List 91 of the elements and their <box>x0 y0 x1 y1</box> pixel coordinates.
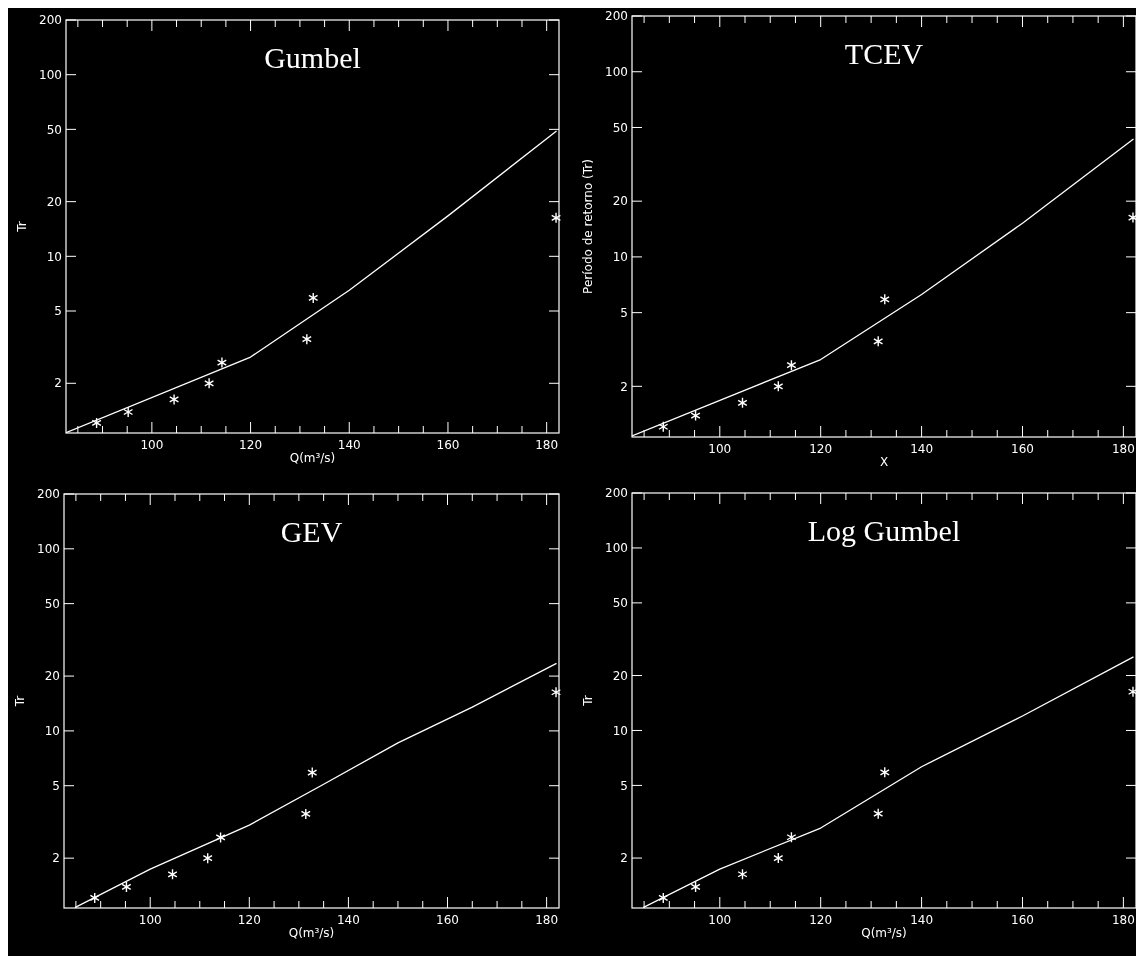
x-tick-label: 100 <box>140 438 164 452</box>
y-tick-label: 50 <box>46 122 62 137</box>
y-tick-label: 10 <box>612 723 628 738</box>
y-tick-label: 2 <box>52 851 60 866</box>
point <box>1127 686 1136 698</box>
x-tick-label: 140 <box>910 913 934 927</box>
x-tick-label: 180 <box>535 913 559 927</box>
point <box>301 333 312 345</box>
point <box>786 831 797 843</box>
point <box>91 417 102 429</box>
point <box>307 766 318 779</box>
y-tick-label: 200 <box>605 486 628 501</box>
y-tick-label: 100 <box>605 64 628 79</box>
y-tick-label: 200 <box>37 487 60 502</box>
point <box>167 868 178 881</box>
point <box>308 292 319 304</box>
point <box>873 807 884 820</box>
point <box>658 892 669 904</box>
x-tick-label: 180 <box>1111 442 1135 456</box>
y-tick-label: 20 <box>44 669 60 684</box>
x-tick-label: 120 <box>809 442 833 456</box>
text: GEV <box>280 515 343 548</box>
point <box>737 868 748 880</box>
y-tick-label: 100 <box>605 541 628 556</box>
y-axis-title: Período de retorno (Tr) <box>581 159 595 294</box>
x-tick-label: 100 <box>138 913 162 927</box>
x-tick-label: 160 <box>1011 913 1034 927</box>
y-axis-title: Tr <box>13 695 27 708</box>
point <box>300 808 311 820</box>
point <box>658 421 669 433</box>
x-axis-title: Q(m³/s) <box>861 926 907 940</box>
x-tick-label: 120 <box>809 913 833 927</box>
point <box>773 380 784 393</box>
y-tick-label: 2 <box>620 851 628 866</box>
y-tick-label: 10 <box>612 250 628 265</box>
y-tick-label: 100 <box>37 542 60 557</box>
x-tick-label: 180 <box>535 438 559 452</box>
x-tick-label: 140 <box>337 438 361 452</box>
point <box>89 892 100 904</box>
y-tick-label: 200 <box>605 9 628 24</box>
y-axis-title: Tr <box>15 221 29 233</box>
y-tick-label: 20 <box>46 194 62 209</box>
point <box>690 881 701 893</box>
text: Gumbel <box>264 41 361 74</box>
point <box>121 881 132 893</box>
point <box>215 831 226 844</box>
point <box>773 852 784 864</box>
point <box>202 852 213 864</box>
text: Log Gumbel <box>807 514 961 547</box>
point <box>879 293 890 306</box>
point <box>551 686 562 698</box>
y-tick-label: 5 <box>620 305 628 320</box>
y-tick-label: 10 <box>44 724 60 739</box>
x-axis-title: Q(m³/s) <box>288 926 335 940</box>
y-tick-label: 20 <box>612 668 628 683</box>
y-tick-label: 5 <box>620 778 628 793</box>
point <box>216 356 227 369</box>
x-tick-label: 160 <box>436 913 459 927</box>
y-tick-label: 2 <box>620 379 628 394</box>
y-tick-label: 10 <box>46 249 62 264</box>
point <box>786 359 797 371</box>
y-tick-label: 5 <box>52 778 60 793</box>
x-tick-label: 160 <box>1011 442 1034 456</box>
point <box>737 397 748 409</box>
point <box>551 212 562 224</box>
point <box>123 406 134 418</box>
x-axis-title: X <box>879 455 889 469</box>
y-tick-label: 50 <box>612 120 628 135</box>
y-tick-label: 50 <box>44 596 60 611</box>
y-tick-label: 200 <box>39 13 62 28</box>
point <box>204 377 215 389</box>
x-tick-label: 140 <box>910 442 934 456</box>
point <box>873 335 884 348</box>
point <box>690 409 701 422</box>
y-tick-label: 50 <box>612 596 628 611</box>
x-axis-title: Q(m³/s) <box>289 451 336 465</box>
y-tick-label: 5 <box>54 304 62 319</box>
text: TCEV <box>844 37 924 70</box>
x-tick-label: 120 <box>239 438 263 452</box>
y-tick-label: 100 <box>39 67 62 82</box>
point <box>879 766 890 778</box>
x-tick-label: 180 <box>1111 913 1135 927</box>
y-axis-title: Tr <box>581 695 595 707</box>
x-tick-label: 100 <box>708 913 732 927</box>
y-tick-label: 20 <box>612 194 628 209</box>
y-tick-label: 2 <box>54 376 62 391</box>
x-tick-label: 160 <box>436 438 460 452</box>
point <box>169 393 180 406</box>
x-tick-label: 140 <box>336 913 360 927</box>
x-tick-label: 100 <box>708 442 732 456</box>
x-tick-label: 120 <box>237 913 261 927</box>
